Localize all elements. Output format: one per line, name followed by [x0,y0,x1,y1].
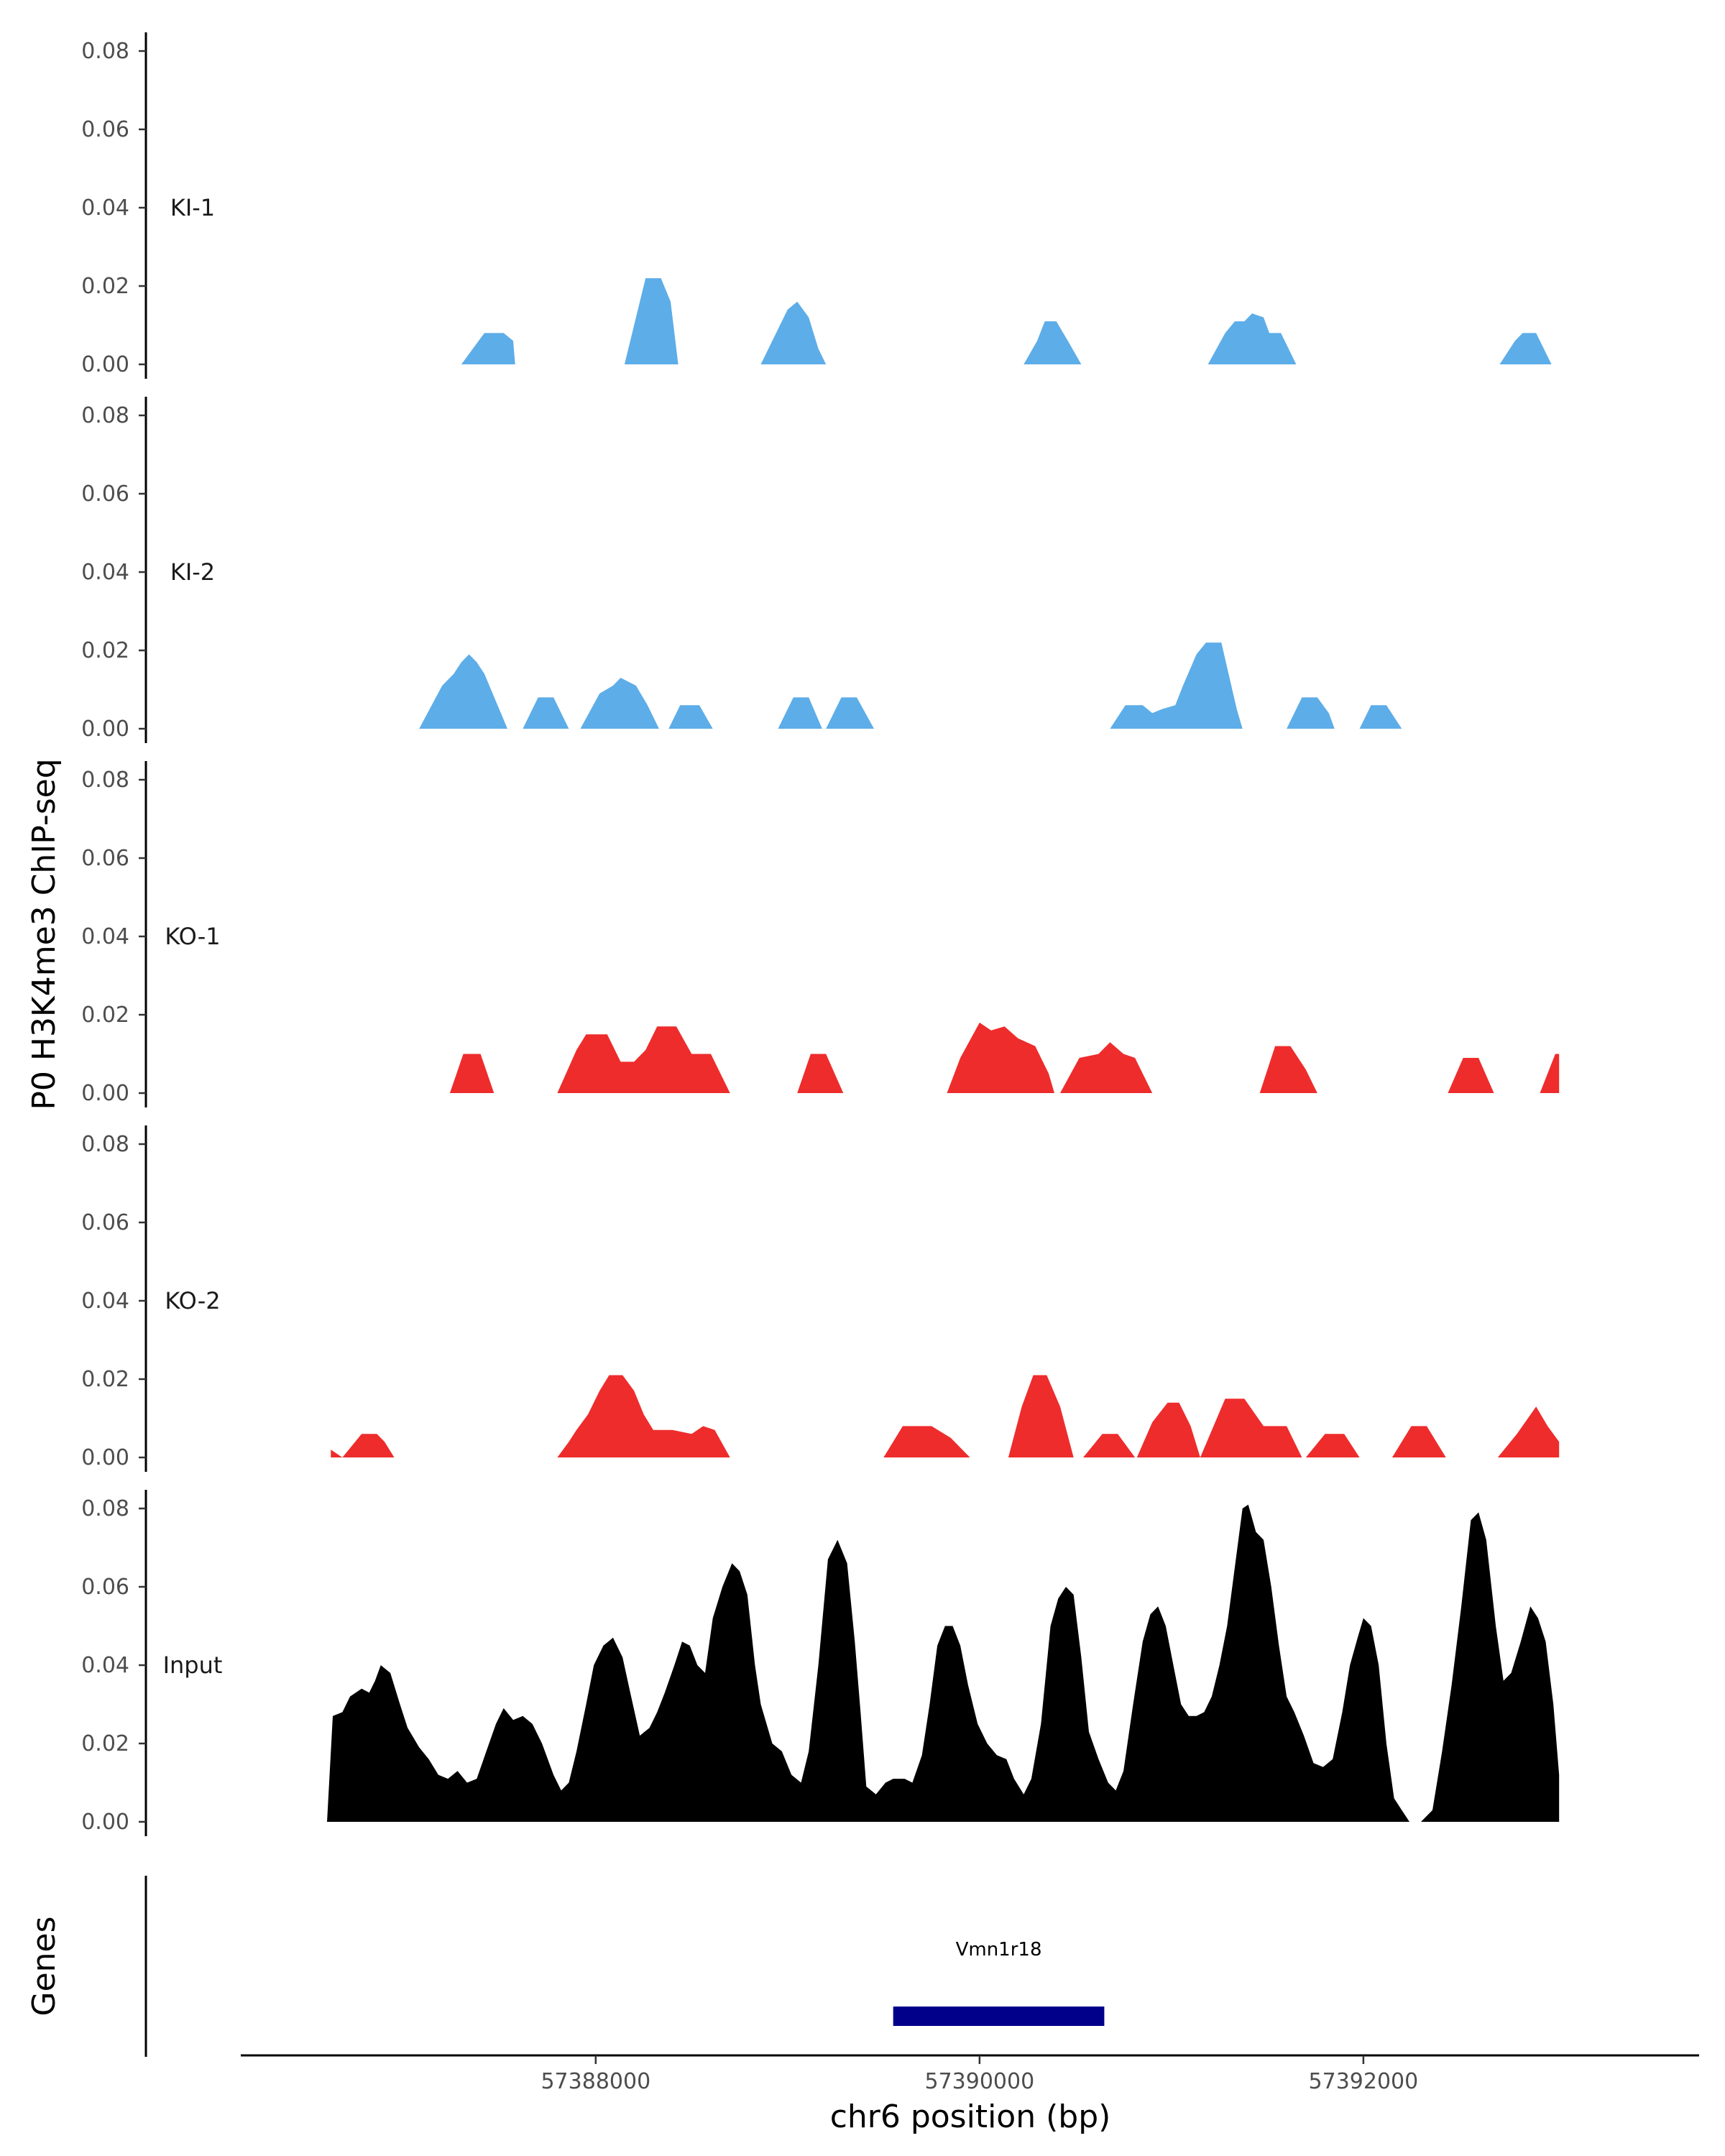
y-tick-label: 0.04 [81,924,129,949]
track-label-ko-2: KO-2 [165,1287,220,1314]
track-label-input: Input [163,1651,223,1679]
y-tick-label: 0.06 [81,1210,129,1235]
y-tick-label: 0.02 [81,1367,129,1392]
track-label-ki-1: KI-1 [170,194,215,221]
x-axis: 57388000 57390000 57392000 [241,2054,1699,2094]
y-tick-label: 0.00 [81,1810,129,1835]
x-tick-label: 57390000 [924,2069,1034,2094]
track-label-ki-2: KI-2 [170,558,215,586]
signal-area-ki-2 [419,642,1402,729]
y-tick-label: 0.00 [81,717,129,742]
gene-label: Vmn1r18 [956,1939,1042,1961]
y-tick-label: 0.02 [81,638,129,663]
track-input: 0.00 0.02 0.04 0.06 0.08 Input [81,1490,1560,1836]
y-tick-label: 0.06 [81,117,129,142]
y-tick-label: 0.08 [81,39,129,64]
signal-area-ko-2 [331,1375,1560,1457]
y-tick-label: 0.02 [81,274,129,299]
track-label-ko-1: KO-1 [165,923,220,950]
track-ki-2: 0.00 0.02 0.04 0.06 0.08 KI-2 [81,397,1402,743]
y-tick-label: 0.04 [81,1653,129,1678]
y-tick-label: 0.02 [81,1731,129,1756]
gene-bar [893,2007,1105,2026]
y-tick-label: 0.08 [81,768,129,793]
y-tick-label: 0.08 [81,403,129,428]
y-tick-label: 0.06 [81,1575,129,1600]
y-tick-label: 0.02 [81,1003,129,1028]
y-tick-label: 0.06 [81,846,129,871]
y-tick-label: 0.04 [81,1289,129,1314]
signal-area-input [327,1504,1560,1822]
signal-area-ko-1 [449,1022,1560,1093]
y-axis-title: P0 H3K4me3 ChIP-seq [26,758,63,1110]
y-tick-label: 0.04 [81,560,129,585]
x-axis-title: chr6 position (bp) [830,2099,1111,2135]
track-ko-1: 0.00 0.02 0.04 0.06 0.08 KO-1 [81,761,1560,1107]
genes-panel: Genes Vmn1r18 [26,1876,1105,2057]
tracks-area: 0.00 0.02 0.04 0.06 0.08 KI-1 0.00 0.02 0.04 0.06… [81,32,1560,1836]
track-ko-2: 0.00 0.02 0.04 0.06 0.08 KO-2 [81,1125,1560,1472]
genes-axis-title: Genes [26,1916,63,2016]
signal-area-ki-1 [461,278,1552,364]
y-tick-label: 0.00 [81,1081,129,1106]
y-tick-label: 0.00 [81,352,129,377]
x-tick-label: 57388000 [540,2069,650,2094]
y-tick-label: 0.06 [81,482,129,507]
y-tick-label: 0.08 [81,1132,129,1157]
y-tick-label: 0.04 [81,195,129,221]
track-ki-1: 0.00 0.02 0.04 0.06 0.08 KI-1 [81,32,1552,379]
x-tick-label: 57392000 [1309,2069,1419,2094]
y-tick-label: 0.08 [81,1496,129,1521]
y-tick-label: 0.00 [81,1445,129,1470]
